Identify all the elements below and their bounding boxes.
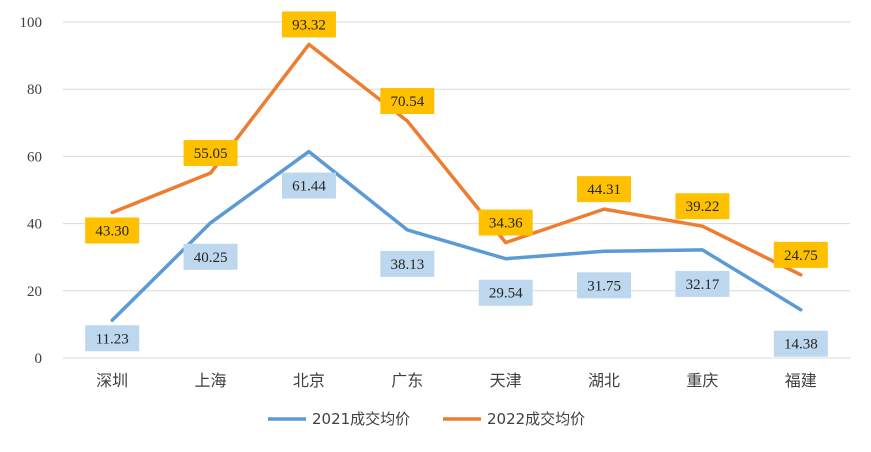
data-label: 29.54 <box>478 279 533 306</box>
data-label-text: 55.05 <box>194 146 228 162</box>
x-tick-label: 深圳 <box>96 371 128 390</box>
data-label-bg <box>478 209 533 236</box>
y-axis-ticks: 0 20 40 60 80 100 <box>20 15 43 367</box>
data-label-bg <box>380 250 435 277</box>
legend-label: 2022成交均价 <box>487 410 585 428</box>
data-label-text: 43.30 <box>95 224 129 240</box>
data-label-bg <box>380 87 435 114</box>
data-label: 32.17 <box>675 270 730 297</box>
data-label-text: 61.44 <box>292 179 326 195</box>
data-label: 14.38 <box>773 330 828 357</box>
data-label: 34.36 <box>478 209 533 236</box>
data-labels: 11.23 40.25 61.44 38.13 29.54 31.75 32.17 14.38… <box>85 11 828 357</box>
data-label-bg <box>281 172 336 199</box>
x-axis-ticks: 深圳 上海 北京 广东 天津 湖北 重庆 福建 <box>96 371 817 390</box>
data-label-bg <box>478 279 533 306</box>
data-label-text: 14.38 <box>784 337 818 353</box>
data-label-bg <box>773 330 828 357</box>
y-tick-label: 40 <box>27 217 42 233</box>
data-label-text: 32.17 <box>686 277 720 293</box>
data-label: 38.13 <box>380 250 435 277</box>
data-label: 44.31 <box>577 176 632 203</box>
data-label-text: 31.75 <box>587 278 621 294</box>
series-line-1 <box>110 149 803 323</box>
x-tick-label: 广东 <box>391 371 423 390</box>
data-label-text: 29.54 <box>489 286 523 302</box>
legend-item: 2021成交均价 <box>268 410 410 428</box>
data-label: 40.25 <box>183 243 238 270</box>
gridlines <box>63 21 850 359</box>
data-label-text: 24.75 <box>784 248 818 264</box>
x-tick-label: 北京 <box>293 371 325 390</box>
x-tick-label: 湖北 <box>588 371 620 390</box>
data-label: 61.44 <box>281 172 336 199</box>
data-label: 70.54 <box>380 87 435 114</box>
data-label-text: 34.36 <box>489 216 523 232</box>
legend: 2021成交均价 2022成交均价 <box>268 410 585 428</box>
data-label-bg <box>183 140 238 167</box>
data-label-text: 11.23 <box>96 331 129 347</box>
y-tick-label: 60 <box>27 149 42 165</box>
data-label-bg <box>85 325 140 352</box>
legend-item: 2022成交均价 <box>443 410 585 428</box>
data-label-text: 70.54 <box>390 94 424 110</box>
data-label-bg <box>675 270 730 297</box>
data-label: 55.05 <box>183 140 238 167</box>
data-label-text: 38.13 <box>390 257 424 273</box>
legend-label: 2021成交均价 <box>312 410 410 428</box>
data-label-bg <box>773 241 828 268</box>
data-label-text: 44.31 <box>587 182 621 198</box>
data-label: 39.22 <box>675 193 730 220</box>
y-tick-label: 20 <box>27 284 42 300</box>
y-tick-label: 80 <box>27 82 42 98</box>
data-label-text: 39.22 <box>686 199 720 215</box>
data-label-bg <box>183 243 238 270</box>
data-label: 93.32 <box>281 11 336 38</box>
y-tick-label: 100 <box>20 15 43 31</box>
data-label-text: 40.25 <box>194 250 228 266</box>
data-label: 24.75 <box>773 241 828 268</box>
y-tick-label: 0 <box>35 351 43 367</box>
x-tick-label: 重庆 <box>686 371 718 390</box>
data-label: 11.23 <box>85 325 140 352</box>
data-label-bg <box>85 217 140 244</box>
data-label: 31.75 <box>577 272 632 299</box>
data-label-bg <box>281 11 336 38</box>
data-label-bg <box>577 272 632 299</box>
data-label-bg <box>577 176 632 203</box>
data-label: 43.30 <box>85 217 140 244</box>
data-label-text: 93.32 <box>292 17 326 33</box>
x-tick-label: 福建 <box>785 371 817 390</box>
x-tick-label: 天津 <box>490 371 522 390</box>
x-tick-label: 上海 <box>195 371 227 390</box>
data-label-bg <box>675 193 730 220</box>
